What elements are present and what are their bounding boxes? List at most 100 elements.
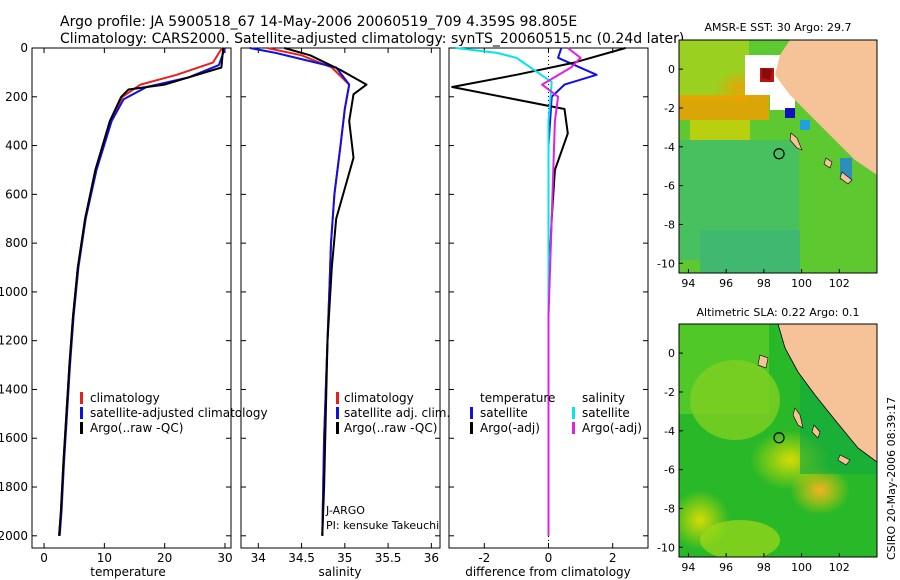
sla-high: [790, 465, 850, 515]
x-tick-label: 36: [424, 551, 439, 565]
legend-swatch-diff-sal-argo: [572, 422, 575, 434]
map-y-tick-label: -6: [664, 464, 675, 477]
map-y-tick-label: 0: [668, 347, 675, 360]
island-outline: [837, 454, 851, 466]
legend-swatch-sal-climatology: [336, 392, 339, 404]
annotation-program: J-ARGO: [325, 504, 365, 517]
difference-profile-chart: -2 0 2 difference from climatology tempera…: [448, 47, 649, 579]
sla-map: Altimetric SLA: 0.22 Argo: 0.1 94 96 98 100…: [657, 306, 878, 574]
temperature-plot-frame: [31, 47, 232, 549]
island-outline: [792, 407, 804, 429]
legend-diff-sal-argo: Argo(-adj): [582, 421, 642, 435]
y-tick-label: 1600: [0, 431, 28, 445]
legend-diff-temp-satellite: satellite: [480, 406, 528, 420]
credit-timestamp: CSIRO 20-May-2006 08:39:17: [885, 397, 898, 560]
legend-temp-argo: Argo(..raw -QC): [90, 421, 183, 435]
y-tick-label: 1000: [0, 285, 28, 299]
island-outline: [823, 157, 833, 169]
x-tick-label: 35.5: [375, 551, 402, 565]
legend-swatch-sal-argo: [336, 422, 339, 434]
sumatra-land: [775, 40, 877, 175]
sst-patch: [690, 120, 750, 140]
salinity-xlabel: salinity: [318, 565, 361, 579]
argo-position-marker: [773, 148, 785, 160]
y-tick-label: 1400: [0, 382, 28, 396]
x-tick-label: 34.5: [288, 551, 315, 565]
map-y-tick-label: 0: [668, 63, 675, 76]
map-x-tick-label: 98: [757, 277, 771, 290]
argo-position-marker: [773, 432, 785, 444]
y-tick-label: 0: [20, 41, 28, 55]
map-x-tick-label: 100: [791, 277, 812, 290]
legend-swatch-diff-sal-sat: [572, 407, 575, 419]
map-x-tick-label: 96: [719, 277, 733, 290]
sla-patch: [700, 520, 780, 557]
legend-sal-climatology: climatology: [344, 391, 414, 405]
map-y-tick-label: -8: [664, 218, 675, 231]
legend-sal-satellite: satellite adj. clim.: [344, 406, 450, 420]
x-tick-label: 35: [337, 551, 352, 565]
sst-map-frame: [678, 39, 878, 274]
series-line-climatology-0: [58, 47, 223, 536]
map-x-tick-label: 94: [681, 277, 695, 290]
map-y-tick-label: -2: [664, 102, 675, 115]
sst-map: AMSR-E SST: 30 Argo: 29.7 94 96 98 100 102 0 -…: [657, 21, 878, 290]
map-y-tick-label: -10: [657, 257, 675, 270]
series-line-satellite-adjusted-climatology-1: [58, 47, 226, 536]
x-tick-label: 30: [217, 551, 232, 565]
map-y-tick-label: -8: [664, 502, 675, 515]
series-line-argo-adj--1: [451, 47, 626, 536]
y-tick-label: 400: [5, 139, 28, 153]
island-outline: [757, 354, 769, 369]
legend-sal-argo: Argo(..raw -QC): [344, 421, 437, 435]
sst-map-title: AMSR-E SST: 30 Argo: 29.7: [704, 21, 851, 34]
legend-diff-temp-argo: Argo(-adj): [480, 421, 540, 435]
legend-swatch-argo: [80, 422, 83, 434]
island-outline: [839, 171, 853, 185]
x-tick-label: 0: [40, 551, 48, 565]
legend-diff-temperature-heading: temperature: [480, 391, 555, 405]
island-outline: [762, 68, 772, 80]
sla-patch: [690, 360, 780, 440]
series-line-climatology-0: [266, 47, 351, 536]
x-tick-label: 34: [251, 551, 266, 565]
legend-swatch-climatology: [80, 392, 83, 404]
annotation-pi: PI: kensuke Takeuchi: [326, 519, 439, 532]
sst-cold-cell: [785, 108, 795, 118]
temperature-profile-chart: 0 10 20 30 0 200 400 600 800 1000 1200 1400 1600 1800…: [0, 41, 268, 579]
map-x-tick-label: 96: [719, 561, 733, 574]
temperature-xlabel: temperature: [90, 565, 165, 579]
legend-swatch-diff-temp-argo: [470, 422, 473, 434]
island-outline: [811, 424, 821, 439]
series-line-satellite-adj-clim--1: [249, 47, 351, 536]
sst-cool-region: [700, 230, 800, 273]
series-line-argo-raw-qc--2: [58, 47, 225, 536]
map-x-tick-label: 98: [757, 561, 771, 574]
map-y-tick-label: -4: [664, 141, 675, 154]
legend-swatch-diff-temp-sat: [470, 407, 473, 419]
salinity-profile-chart: 34 34.5 35 35.5 36 salinity climatology sate…: [240, 47, 450, 579]
x-tick-label: 0: [545, 551, 553, 565]
temperature-legend: climatology satellite-adjusted climatolo…: [80, 391, 268, 435]
y-tick-label: 600: [5, 187, 28, 201]
legend-temp-climatology: climatology: [90, 391, 160, 405]
island-outline: [789, 132, 803, 151]
x-tick-label: 20: [157, 551, 172, 565]
y-tick-label: 800: [5, 236, 28, 250]
map-x-tick-label: 100: [791, 561, 812, 574]
map-x-tick-label: 102: [829, 277, 850, 290]
sumatra-land: [777, 324, 877, 463]
legend-diff-salinity-heading: salinity: [582, 391, 625, 405]
difference-xlabel: difference from climatology: [465, 565, 631, 579]
sla-map-frame: [678, 323, 878, 558]
map-y-tick-label: -6: [664, 180, 675, 193]
y-tick-label: 2000: [0, 529, 28, 543]
sst-hot-cell: [760, 68, 774, 82]
map-y-tick-label: -2: [664, 386, 675, 399]
series-line-satellite-2: [455, 47, 553, 536]
header-line-2: Climatology: CARS2000. Satellite-adjuste…: [60, 31, 684, 47]
map-x-tick-label: 102: [829, 561, 850, 574]
salinity-plot-frame: [240, 47, 441, 549]
y-tick-label: 1800: [0, 480, 28, 494]
